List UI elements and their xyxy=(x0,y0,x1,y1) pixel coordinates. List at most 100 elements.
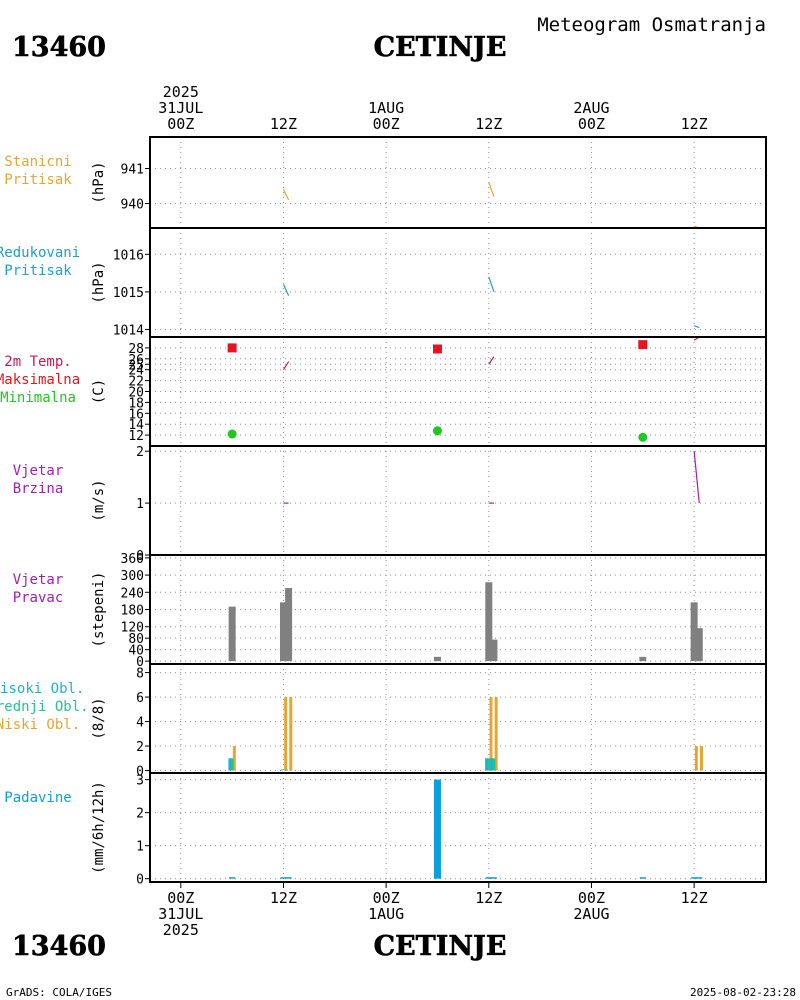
panel-label-precipitation-0: Padavine xyxy=(4,790,71,806)
precip-bar-1 xyxy=(280,877,287,879)
cloud-bar-2-3 xyxy=(489,697,493,771)
precip-bar-2 xyxy=(285,877,292,879)
panel-label-reduced_pressure-0: Redukovani xyxy=(0,245,80,261)
top-tick-label-0-2: 00Z xyxy=(167,115,194,133)
ytick-label-wind_speed-0: 0 xyxy=(136,549,144,564)
ylabel-temperature: (C) xyxy=(91,379,107,404)
cloud-bar-0-2 xyxy=(284,769,288,771)
panel-frame-clouds xyxy=(149,663,767,774)
wind-dir-bar-4 xyxy=(485,582,493,662)
ytick-label-temperature-4: 20 xyxy=(128,386,144,401)
wind-dir-bar-2 xyxy=(285,587,293,662)
panel-label-clouds-2: Niski Obl. xyxy=(0,717,80,733)
panel-label-reduced_pressure-1: Pritisak xyxy=(4,263,72,279)
precip-bar-8 xyxy=(696,877,703,879)
panel-label-wind_direction-1: Pravac xyxy=(13,590,64,606)
segment-station_pressure-1 xyxy=(488,182,495,197)
panel-label-wind_speed-1: Brzina xyxy=(13,481,64,497)
ytick-label-temperature-7: 25 xyxy=(128,358,144,373)
station-name-bottom: CETINJE xyxy=(374,931,507,962)
ytick-label-precipitation-2: 2 xyxy=(136,807,144,822)
ytick-label-clouds-0: 0 xyxy=(136,765,144,780)
grads-credit: GrADS: COLA/IGES xyxy=(6,986,112,999)
cloud-bar-2-2 xyxy=(289,697,293,771)
cloud-bar-0-0 xyxy=(228,758,232,771)
ytick-label-wind_speed-2: 2 xyxy=(136,445,144,460)
top-tick-label-2-0: 1AUG xyxy=(368,99,404,117)
panel-label-wind_direction-0: Vjetar xyxy=(13,572,64,588)
tmax-marker-1 xyxy=(432,344,442,354)
panel-label-clouds-1: Srednji Obl. xyxy=(0,699,89,715)
segment-temperature-1 xyxy=(488,356,495,365)
ylabel-clouds: (8/8) xyxy=(91,697,107,739)
precip-bar-4 xyxy=(485,877,492,879)
ytick-label-station_pressure-0: 940 xyxy=(121,198,144,213)
tmax-marker-2 xyxy=(638,340,648,350)
ytick-label-precipitation-1: 1 xyxy=(136,840,144,855)
bottom-tick-label-0-0: 00Z xyxy=(167,889,194,907)
panel-label-wind_speed-0: Vjetar xyxy=(13,463,64,479)
panel-station_pressure: 940 941 (hPa) Stanicni Pritisak xyxy=(4,136,767,229)
cloud-bar-1-0 xyxy=(230,758,234,771)
ytick-label-temperature-1: 14 xyxy=(128,418,144,433)
bottom-tick-label-4-1: 2AUG xyxy=(573,905,609,923)
segment-reduced_pressure-1 xyxy=(488,276,495,293)
top-tick-label-0-0: 2025 xyxy=(163,83,199,101)
cloud-bar-0-4 xyxy=(490,758,494,771)
ytick-label-temperature-2: 16 xyxy=(128,407,144,422)
ytick-label-wind_direction-1: 40 xyxy=(128,644,144,659)
tmin-marker-1 xyxy=(432,426,442,436)
ytick-label-wind_direction-2: 80 xyxy=(128,632,144,647)
panel-label-station_pressure-0: Stanicni xyxy=(4,154,71,170)
cloud-bar-2-4 xyxy=(494,697,498,771)
panel-frame-wind_speed xyxy=(149,445,767,556)
ytick-label-temperature-6: 24 xyxy=(128,364,144,379)
panel-label-temperature-0: 2m Temp. xyxy=(4,354,71,370)
cloud-bar-2-1 xyxy=(284,697,288,771)
ytick-label-precipitation-0: 0 xyxy=(136,873,144,888)
cloud-bar-2-6 xyxy=(699,746,703,771)
ytick-label-clouds-2: 4 xyxy=(136,716,144,731)
ytick-label-wind_direction-0: 0 xyxy=(136,655,144,670)
bottom-tick-label-2-0: 00Z xyxy=(373,889,400,907)
ytick-label-wind_direction-5: 240 xyxy=(121,586,144,601)
ytick-label-clouds-3: 6 xyxy=(136,691,144,706)
top-tick-label-1-0: 12Z xyxy=(270,115,297,133)
ytick-label-reduced_pressure-2: 1016 xyxy=(113,248,144,263)
ytick-label-station_pressure-1: 941 xyxy=(121,163,144,178)
ylabel-wind_direction: (stepeni) xyxy=(91,572,107,648)
ytick-label-temperature-3: 18 xyxy=(128,396,144,411)
top-tick-label-5-0: 12Z xyxy=(681,115,708,133)
wind-dir-bar-7 xyxy=(690,602,698,662)
ylabel-station_pressure: (hPa) xyxy=(91,161,107,203)
station-id-bottom: 13460 xyxy=(12,931,106,962)
wind-dir-bar-6 xyxy=(639,656,647,662)
panel-reduced_pressure: 1014 1015 1016 (hPa) Redukovani Pritisak xyxy=(0,227,767,338)
segment-wind_speed-2 xyxy=(693,451,700,504)
wind-dir-bar-1 xyxy=(279,602,287,662)
bottom-tick-label-0-1: 31JUL xyxy=(158,905,203,923)
ytick-label-reduced_pressure-0: 1014 xyxy=(113,323,144,338)
bottom-tick-label-3-0: 12Z xyxy=(475,889,502,907)
meteogram-title: Meteogram Osmatranja xyxy=(537,14,766,36)
panel-clouds: 0 2 4 6 8 (8/8) Visoki Obl. Srednji Obl. Niski O… xyxy=(0,663,767,780)
precip-bar-3 xyxy=(433,779,441,879)
wind-dir-bar-5 xyxy=(490,639,498,662)
ytick-label-clouds-1: 2 xyxy=(136,740,144,755)
cloud-bar-0-3 xyxy=(485,758,489,771)
ylabel-wind_speed: (m/s) xyxy=(91,479,107,521)
wind-dir-bar-3 xyxy=(433,656,441,662)
bottom-tick-label-0-2: 2025 xyxy=(163,921,199,939)
panel-frame-station_pressure xyxy=(149,136,767,229)
top-tick-label-0-1: 31JUL xyxy=(158,99,203,117)
tmax-marker-0 xyxy=(227,343,237,353)
ylabel-precipitation: (mm/6h/12h) xyxy=(91,781,107,874)
panel-frame-wind_direction xyxy=(149,554,767,665)
bottom-tick-label-4-0: 00Z xyxy=(578,889,605,907)
panels: 940941(hPa)StanicniPritisak101410151016(… xyxy=(0,136,767,888)
station-name-top: CETINJE xyxy=(374,32,507,63)
panel-wind_direction: 04080120180240300360(stepeni)VjetarPrava… xyxy=(13,552,767,670)
segment-temperature-0 xyxy=(282,361,290,371)
ylabel-reduced_pressure: (hPa) xyxy=(91,261,107,303)
